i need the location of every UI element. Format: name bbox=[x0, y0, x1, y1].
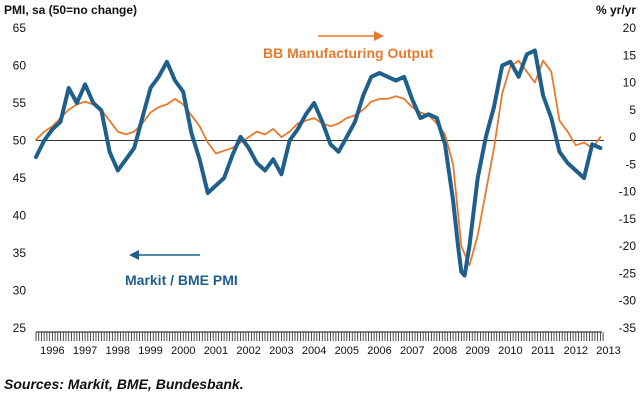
left-tick-label: 65 bbox=[13, 21, 27, 35]
right-tick-label: -15 bbox=[619, 212, 637, 226]
left-tick-label: 45 bbox=[13, 171, 27, 185]
right-tick-label: -35 bbox=[619, 321, 637, 335]
right-tick-label: 5 bbox=[629, 103, 636, 117]
x-tick-label: 2000 bbox=[171, 345, 195, 357]
x-tick-label: 1997 bbox=[73, 345, 97, 357]
x-tick-label: 2011 bbox=[531, 345, 555, 357]
left-tick-label: 55 bbox=[13, 96, 27, 110]
x-tick-label: 2010 bbox=[498, 345, 522, 357]
right-axis-title: % yr/yr bbox=[596, 3, 636, 17]
right-tick-label: -25 bbox=[619, 266, 637, 280]
x-tick-label: 2008 bbox=[433, 345, 457, 357]
x-tick-label: 1996 bbox=[40, 345, 64, 357]
x-tick-label: 2013 bbox=[596, 345, 620, 357]
left-tick-label: 50 bbox=[13, 134, 27, 148]
left-axis-ticks: 25 30 35 40 45 50 55 60 65 bbox=[13, 21, 27, 335]
pmi-series-label: Markit / BME PMI bbox=[125, 272, 238, 288]
left-tick-label: 30 bbox=[13, 284, 27, 298]
x-tick-label: 2005 bbox=[335, 345, 359, 357]
right-axis-ticks: -35 -30 -25 -20 -15 -10 -5 0 5 10 15 20 bbox=[619, 21, 637, 335]
x-tick-label: 1999 bbox=[138, 345, 162, 357]
output-series-label: BB Manufacturing Output bbox=[263, 45, 434, 61]
x-tick-label: 2009 bbox=[465, 345, 489, 357]
annotations: BB Manufacturing Output Markit / BME PMI bbox=[125, 31, 434, 288]
right-tick-label: 15 bbox=[623, 48, 637, 62]
right-tick-label: -10 bbox=[619, 185, 637, 199]
right-tick-label: 10 bbox=[623, 76, 637, 90]
left-axis-title: PMI, sa (50=no change) bbox=[4, 3, 137, 17]
left-tick-label: 60 bbox=[13, 59, 27, 73]
x-tick-label: 2012 bbox=[564, 345, 588, 357]
pmi-arrow-head bbox=[129, 250, 139, 260]
x-tick-label: 1998 bbox=[106, 345, 130, 357]
output-series-line bbox=[35, 59, 602, 267]
right-tick-label: 0 bbox=[629, 130, 636, 144]
right-tick-label: -5 bbox=[625, 157, 636, 171]
right-tick-label: -30 bbox=[619, 294, 637, 308]
x-tick-label: 2003 bbox=[269, 345, 293, 357]
series-layer bbox=[34, 48, 603, 278]
x-tick-label: 2006 bbox=[367, 345, 391, 357]
pmi-series-line bbox=[34, 48, 603, 278]
x-tick-label: 2004 bbox=[302, 345, 326, 357]
right-tick-label: -20 bbox=[619, 239, 637, 253]
x-axis: 1996 1997 1998 1999 2000 2001 2002 2003 2004 2005… bbox=[35, 331, 621, 357]
left-tick-label: 25 bbox=[13, 321, 27, 335]
x-tick-label: 2002 bbox=[236, 345, 260, 357]
right-tick-label: 20 bbox=[623, 21, 637, 35]
left-tick-label: 40 bbox=[13, 209, 27, 223]
x-tick-label: 2007 bbox=[400, 345, 424, 357]
output-arrow-head bbox=[374, 31, 384, 41]
left-tick-label: 35 bbox=[13, 246, 27, 260]
source-note: Sources: Markit, BME, Bundesbank. bbox=[4, 376, 244, 392]
x-tick-label: 2001 bbox=[204, 345, 228, 357]
